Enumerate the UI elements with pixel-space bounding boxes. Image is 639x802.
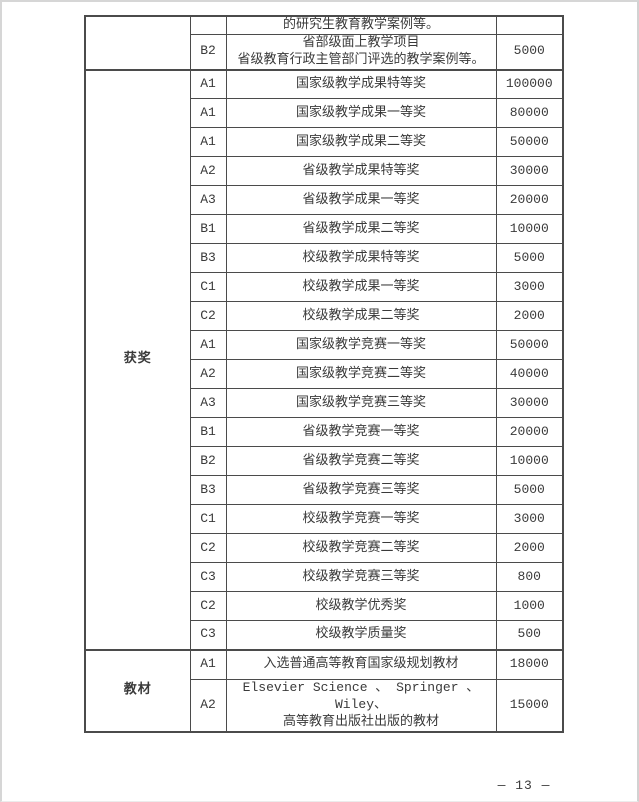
- description-cell: 校级教学成果特等奖: [225, 243, 497, 274]
- code-cell: B2: [189, 446, 227, 477]
- table-row: A2 省级教学成果特等奖 30000: [85, 156, 564, 187]
- amount-cell: 2000: [495, 533, 564, 564]
- code-cell: B2: [189, 33, 227, 71]
- code-cell: C3: [189, 562, 227, 593]
- description-cell: 省级教学成果特等奖: [225, 156, 497, 187]
- table-row: C1 校级教学竞赛一等奖 3000: [85, 504, 564, 535]
- amount-cell: 5000: [495, 33, 564, 71]
- description-cell: 校级教学竞赛二等奖: [225, 533, 497, 564]
- amount-cell: 500: [495, 620, 564, 651]
- table-row: C3 校级教学质量奖 500: [85, 620, 564, 651]
- description-cell: 校级教学质量奖: [225, 620, 497, 651]
- amount-cell: 10000: [495, 446, 564, 477]
- code-cell: A1: [189, 98, 227, 129]
- amount-cell: 1000: [495, 591, 564, 622]
- description-cell: 省级教学竞赛一等奖: [225, 417, 497, 448]
- code-cell: B1: [189, 417, 227, 448]
- description-cell: 国家级教学竞赛二等奖: [225, 359, 497, 390]
- amount-cell: 18000: [495, 648, 564, 681]
- amount-cell: 800: [495, 562, 564, 593]
- amount-cell: 50000: [495, 127, 564, 158]
- amount-cell: 5000: [495, 243, 564, 274]
- code-cell: A2: [189, 679, 227, 733]
- amount-cell: 100000: [495, 68, 564, 100]
- description-cell: 省级教学竞赛三等奖: [225, 475, 497, 506]
- amount-cell: 10000: [495, 214, 564, 245]
- code-cell: B3: [189, 475, 227, 506]
- table-row: A3 国家级教学竞赛三等奖 30000: [85, 388, 564, 419]
- code-cell: C1: [189, 272, 227, 303]
- description-cell: 国家级教学成果二等奖: [225, 127, 497, 158]
- description-cell: 省级教学成果二等奖: [225, 214, 497, 245]
- page-number: — 13 —: [497, 778, 551, 793]
- code-cell: A1: [189, 127, 227, 158]
- table-row: A1 国家级教学成果二等奖 50000: [85, 127, 564, 158]
- table-row: B2 省级教学竞赛二等奖 10000: [85, 446, 564, 477]
- code-cell: A1: [189, 330, 227, 361]
- description-cell: Elsevier Science 、 Springer 、 Wiley、 高等教…: [225, 679, 497, 733]
- amount-cell: 15000: [495, 679, 564, 733]
- code-cell: A3: [189, 388, 227, 419]
- table-row: 获奖 A1 国家级教学成果特等奖 100000: [84, 68, 564, 651]
- amount-cell: 40000: [495, 359, 564, 390]
- table-row: A1 国家级教学竞赛一等奖 50000: [85, 330, 564, 361]
- amount-cell: 50000: [495, 330, 564, 361]
- amount-cell: [495, 15, 564, 35]
- amount-cell: 5000: [495, 475, 564, 506]
- category-cell: 获奖: [84, 68, 191, 651]
- amount-cell: 20000: [495, 417, 564, 448]
- description-cell: 校级教学竞赛三等奖: [225, 562, 497, 593]
- description-cell: 国家级教学竞赛三等奖: [225, 388, 497, 419]
- amount-cell: 3000: [495, 504, 564, 535]
- description-cell: 国家级教学竞赛一等奖: [225, 330, 497, 361]
- code-cell: A2: [189, 359, 227, 390]
- amount-cell: 3000: [495, 272, 564, 303]
- description-cell: 国家级教学成果一等奖: [225, 98, 497, 129]
- description-cell: 省级教学竞赛二等奖: [225, 446, 497, 477]
- table-row: B2 省部级面上教学项目 省级教育行政主管部门评选的教学案例等。 5000: [85, 33, 564, 71]
- code-cell: C2: [189, 301, 227, 332]
- code-cell: A2: [189, 156, 227, 187]
- description-cell: 省级教学成果一等奖: [225, 185, 497, 216]
- description-cell: 校级教学优秀奖: [225, 591, 497, 622]
- description-cell: 省部级面上教学项目 省级教育行政主管部门评选的教学案例等。: [225, 33, 497, 71]
- code-cell: C2: [189, 533, 227, 564]
- code-cell: A1: [189, 68, 227, 100]
- description-cell: 校级教学成果二等奖: [225, 301, 497, 332]
- table-row: A2 国家级教学竞赛二等奖 40000: [85, 359, 564, 390]
- description-cell: 国家级教学成果特等奖: [225, 68, 497, 100]
- code-cell: C1: [189, 504, 227, 535]
- code-cell: B3: [189, 243, 227, 274]
- table-row: B3 校级教学成果特等奖 5000: [85, 243, 564, 274]
- amount-cell: 20000: [495, 185, 564, 216]
- table-row: C3 校级教学竞赛三等奖 800: [85, 562, 564, 593]
- code-cell: C3: [189, 620, 227, 651]
- code-cell: A3: [189, 185, 227, 216]
- code-cell: B1: [189, 214, 227, 245]
- code-cell: C2: [189, 591, 227, 622]
- table-row: B1 省级教学成果二等奖 10000: [85, 214, 564, 245]
- compensation-table: 的研究生教育教学案例等。 B2 省部级面上教学项目 省级教育行政主管部门评选的教…: [84, 15, 564, 733]
- amount-cell: 2000: [495, 301, 564, 332]
- amount-cell: 30000: [495, 156, 564, 187]
- description-cell: 校级教学竞赛一等奖: [225, 504, 497, 535]
- table-row: A2 Elsevier Science 、 Springer 、 Wiley、 …: [85, 679, 564, 733]
- table-row: C1 校级教学成果一等奖 3000: [85, 272, 564, 303]
- table-row: C2 校级教学优秀奖 1000: [85, 591, 564, 622]
- code-cell: A1: [189, 648, 227, 681]
- code-cell: [189, 15, 227, 35]
- table-row: A1 国家级教学成果一等奖 80000: [85, 98, 564, 129]
- description-cell: 入选普通高等教育国家级规划教材: [225, 648, 497, 681]
- amount-cell: 30000: [495, 388, 564, 419]
- description-cell: 校级教学成果一等奖: [225, 272, 497, 303]
- table-row: 教材 A1 入选普通高等教育国家级规划教材 18000: [84, 648, 564, 733]
- category-cell: 教材: [84, 648, 191, 733]
- amount-cell: 80000: [495, 98, 564, 129]
- category-cell: [84, 15, 191, 71]
- table-row: 的研究生教育教学案例等。: [84, 15, 564, 71]
- description-cell: 的研究生教育教学案例等。: [225, 15, 497, 35]
- table-row: C2 校级教学竞赛二等奖 2000: [85, 533, 564, 564]
